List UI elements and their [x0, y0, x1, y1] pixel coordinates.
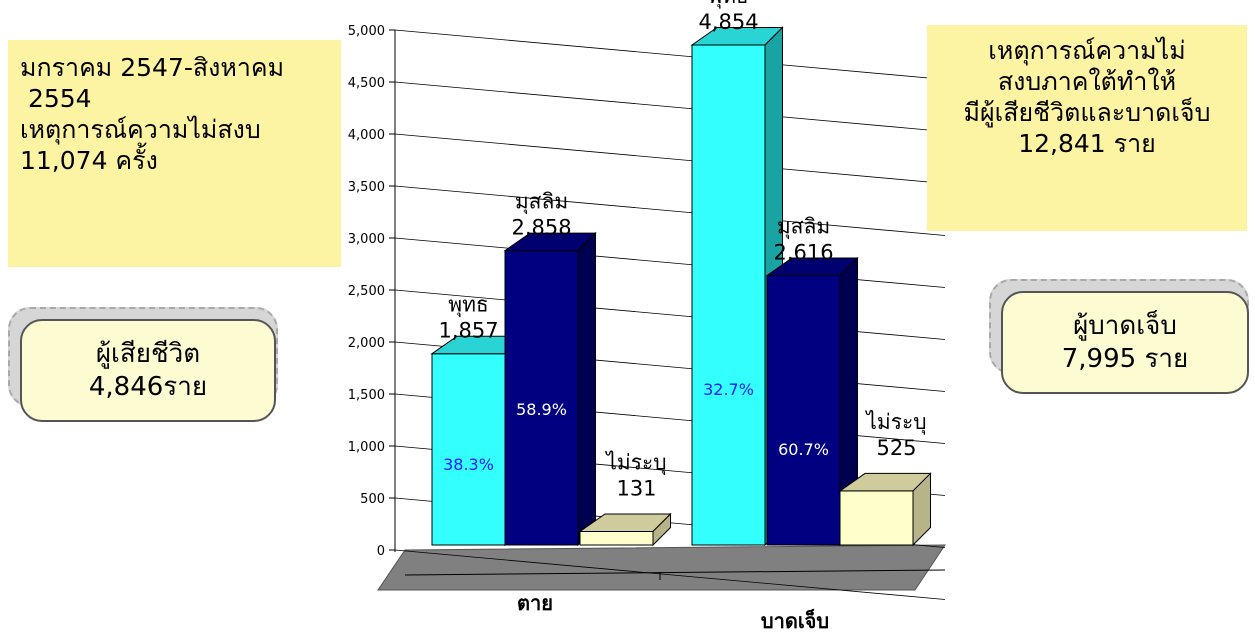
series-name-label: ไม่ระบุ — [864, 410, 926, 435]
series-name-label: มุสลิม — [515, 190, 568, 215]
total-note-line: 12,841 ราย — [1018, 129, 1156, 158]
gridline — [394, 549, 946, 600]
x-tick-label: บาดเจ็บ — [761, 608, 829, 632]
series-name-label: พุทธ — [708, 0, 749, 9]
y-tick-label: 2,500 — [348, 284, 385, 299]
injured-callout-count: 7,995 ราย — [1061, 344, 1189, 374]
total-note-line: มีผู้เสียชีวิตและบาดเจ็บ — [963, 98, 1211, 127]
chart-floor — [377, 544, 946, 591]
y-tick-label: 3,500 — [348, 180, 385, 195]
y-tick-label: 2,000 — [348, 336, 385, 351]
bar — [504, 250, 579, 546]
y-tick-label: 1,000 — [348, 440, 385, 455]
data-label: 131 — [616, 477, 656, 501]
series-name-label: พุทธ — [448, 293, 489, 318]
y-tick-label: 3,000 — [348, 232, 385, 247]
period-note-line: 11,074 ครั้ง — [20, 146, 158, 175]
period-note-line: มกราคม 2547-สิงหาคม — [20, 53, 285, 82]
dead-callout-count: 4,846ราย — [88, 372, 208, 402]
bar-side — [577, 231, 596, 547]
injured-callout-title: ผู้บาดเจ็บ — [1073, 311, 1177, 341]
bar — [766, 275, 841, 546]
gridline — [394, 29, 946, 80]
bar — [579, 531, 654, 546]
gridline — [394, 81, 946, 132]
period-note: มกราคม 2547-สิงหาคม 2554 เหตุการณ์ความไม… — [8, 40, 341, 267]
series-name-label: มุสลิม — [777, 215, 830, 240]
bar — [839, 490, 914, 546]
bar — [431, 353, 506, 546]
y-tick-label: 4,500 — [348, 76, 385, 91]
data-label: 1,857 — [438, 319, 498, 343]
total-note-line: สงบภาคใต้ทำให้ — [997, 67, 1177, 96]
percent-label: 58.9% — [516, 400, 567, 419]
injured-callout: ผู้บาดเจ็บ 7,995 ราย — [1001, 291, 1249, 394]
gridline — [394, 185, 946, 236]
data-label: 2,616 — [773, 241, 833, 265]
series-name-label: ไม่ระบุ — [604, 451, 666, 476]
total-note-line: เหตุการณ์ความไม่ — [988, 36, 1186, 65]
data-label: 2,858 — [511, 216, 571, 240]
y-tick-label: 4,000 — [348, 128, 385, 143]
y-tick-label: 500 — [360, 492, 385, 507]
x-tick-label: ตาย — [517, 591, 553, 615]
dead-callout: ผู้เสียชีวิต 4,846ราย — [20, 319, 276, 422]
period-note-line: 2554 — [20, 84, 92, 113]
gridline — [394, 237, 946, 288]
total-note: เหตุการณ์ความไม่ สงบภาคใต้ทำให้ มีผู้เสี… — [927, 25, 1247, 231]
percent-label: 32.7% — [703, 380, 754, 399]
dead-callout-title: ผู้เสียชีวิต — [95, 339, 201, 369]
x-axis — [404, 569, 946, 576]
percent-label: 38.3% — [443, 455, 494, 474]
data-label: 4,854 — [698, 10, 758, 34]
period-note-line: เหตุการณ์ความไม่สงบ — [20, 115, 261, 144]
bar-side — [912, 472, 931, 547]
y-tick-label: 1,500 — [348, 388, 385, 403]
bar-side — [652, 512, 671, 547]
data-label: 525 — [876, 436, 916, 460]
gridline — [394, 133, 946, 184]
y-tick-label: 5,000 — [348, 24, 385, 39]
y-tick-label: 0 — [377, 544, 385, 559]
percent-label: 60.7% — [778, 440, 829, 459]
bar — [691, 44, 766, 546]
